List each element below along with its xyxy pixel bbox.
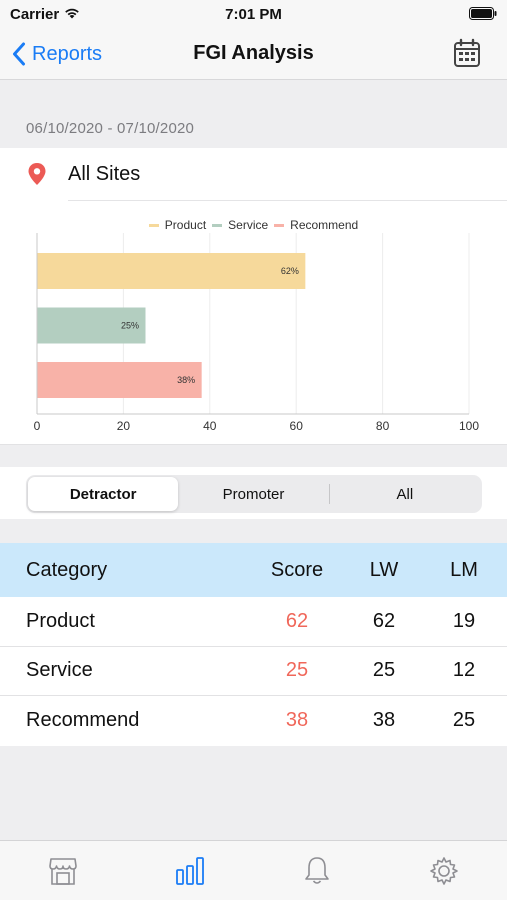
tab-notifications[interactable]: [254, 841, 381, 900]
x-tick-label: 0: [34, 419, 41, 433]
tab-bar: [0, 840, 507, 900]
legend-item-service: Service: [212, 218, 268, 232]
legend-item-product: Product: [148, 218, 207, 232]
tab-analytics[interactable]: [127, 841, 254, 900]
x-tick-label: 60: [290, 419, 304, 433]
row-lm: 25: [452, 709, 476, 732]
x-tick-label: 100: [459, 419, 479, 433]
legend-item-recommend: Recommend: [274, 218, 358, 232]
battery-icon: [469, 7, 497, 20]
x-tick-label: 20: [117, 419, 131, 433]
data-label: 62%: [281, 266, 299, 276]
tab-settings[interactable]: [380, 841, 507, 900]
bar-product: [37, 253, 306, 289]
calendar-icon[interactable]: [453, 38, 481, 68]
row-lw: 62: [372, 609, 396, 632]
divider: [68, 200, 507, 201]
segment-detractor[interactable]: Detractor: [28, 477, 179, 511]
row-score: 38: [285, 709, 309, 732]
tab-store[interactable]: [0, 841, 127, 900]
legend-label-recommend: Recommend: [290, 218, 359, 232]
row-category: Service: [26, 659, 93, 682]
row-lm: 19: [452, 609, 476, 632]
row-lw: 25: [372, 659, 396, 682]
wifi-icon: [65, 8, 79, 19]
site-label: All Sites: [68, 163, 141, 185]
segment-separator: [328, 484, 330, 504]
table-row[interactable]: Product 62 62 19: [0, 597, 507, 647]
score-table: Category Score LW LM Product 62 62 19 Se…: [0, 543, 507, 746]
bar-recommend: [37, 362, 202, 398]
gear-icon: [429, 857, 458, 885]
x-tick-label: 40: [203, 419, 217, 433]
location-pin-icon: [28, 163, 46, 185]
row-category: Product: [26, 609, 95, 632]
row-category: Recommend: [26, 709, 140, 732]
x-tick-label: 80: [376, 419, 390, 433]
back-button[interactable]: Reports: [12, 40, 102, 68]
table-row[interactable]: Recommend 38 38 25: [0, 696, 507, 746]
header-category: Category: [26, 558, 108, 581]
segment-all[interactable]: All: [396, 485, 414, 503]
status-bar: Carrier 7:01 PM: [0, 0, 507, 30]
header-score: Score: [270, 558, 324, 581]
bar-chart: 62% 25% 38% 0 20 40 60 80 100: [34, 233, 479, 433]
legend-label-product: Product: [164, 218, 207, 232]
legend-swatch-recommend: [274, 223, 285, 227]
segment-promoter[interactable]: Promoter: [222, 485, 285, 503]
data-label: 38%: [177, 375, 195, 385]
segment-band: Detractor Promoter All: [0, 467, 507, 519]
chart-legend: Product Service Recommend: [0, 218, 507, 232]
page-title: FGI Analysis: [193, 42, 314, 64]
bar-service: [37, 307, 146, 344]
bar-chart-icon: [176, 857, 205, 885]
chevron-left-icon: [13, 42, 25, 66]
table-header: Category Score LW LM: [0, 543, 507, 597]
date-range-label: 06/10/2020 - 07/10/2020: [26, 120, 195, 137]
back-label: Reports: [32, 42, 103, 65]
legend-swatch-service: [212, 223, 223, 227]
row-score: 62: [285, 609, 309, 632]
store-icon: [49, 858, 78, 885]
legend-label-service: Service: [228, 218, 269, 232]
row-lm: 12: [452, 659, 476, 682]
row-lw: 38: [372, 709, 396, 732]
carrier-label: Carrier: [10, 6, 60, 23]
site-selector[interactable]: All Sites: [0, 148, 507, 201]
row-score: 25: [285, 659, 309, 682]
chart-card: All Sites Product Service Recommend 62% 2…: [0, 148, 507, 445]
status-time: 7:01 PM: [225, 6, 282, 23]
data-label: 25%: [121, 321, 139, 331]
table-row[interactable]: Service 25 25 12: [0, 646, 507, 696]
navigation-bar: Reports FGI Analysis: [0, 30, 507, 80]
segmented-control: Detractor Promoter All: [26, 475, 482, 513]
bell-icon: [305, 857, 329, 884]
header-lw: LW: [369, 558, 399, 581]
legend-swatch-product: [148, 223, 159, 227]
header-lm: LM: [450, 558, 478, 581]
